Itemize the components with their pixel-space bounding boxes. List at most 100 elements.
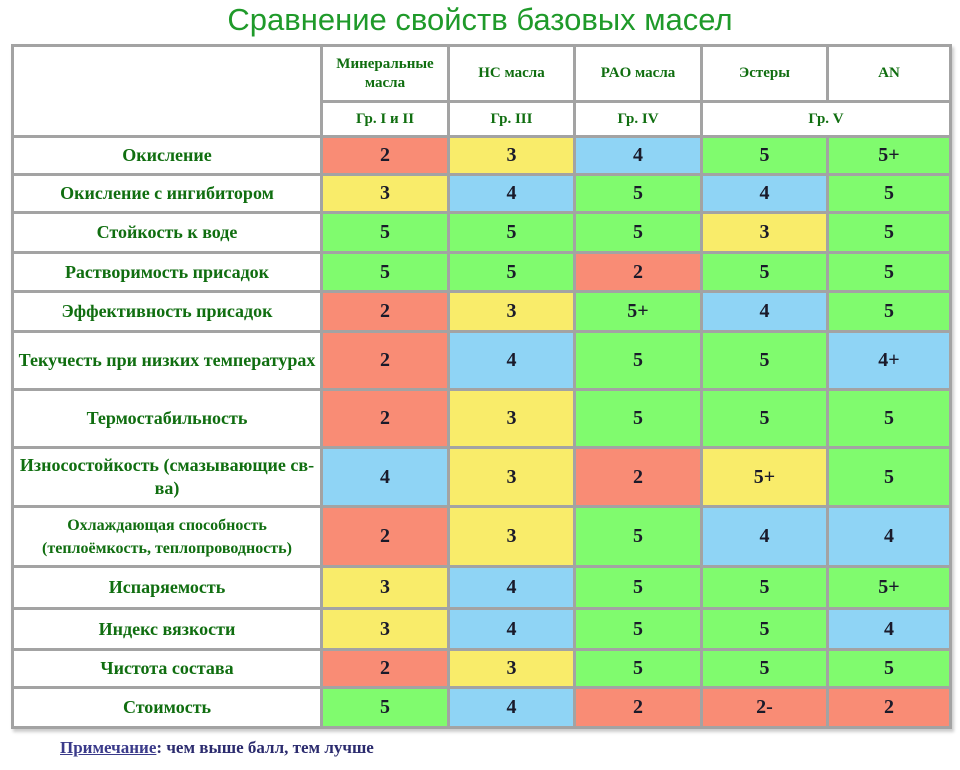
score-cell: 3 [320,565,450,610]
score-cell: 5 [573,648,703,689]
row-label: Износостойкость (смазывающие св-ва) [11,446,323,508]
score-cell: 3 [447,648,576,689]
score-cell: 5 [826,251,952,293]
score-cell: 4 [700,505,829,568]
score-cell: 4+ [826,330,952,391]
score-cell: 5 [573,607,703,651]
score-cell: 2 [320,505,450,568]
score-cell: 3 [447,290,576,333]
footnote: Примечание: чем выше балл, тем лучше [60,738,374,758]
table-row: Стоимость 5 4 2 2- 2 [11,686,952,729]
comparison-table: Минеральные масла НС масла PAO масла Эст… [11,44,952,729]
score-cell: 5 [700,135,829,176]
score-cell: 5 [700,251,829,293]
table-row: Чистота состава 2 3 5 5 5 [11,648,952,689]
row-label: Окисление [11,135,323,176]
group-header: Гр. V [700,100,952,138]
row-label: Испаряемость [11,565,323,610]
table-row: Окисление 2 3 4 5 5+ [11,135,952,176]
row-label: Стойкость к воде [11,211,323,254]
group-header: Гр. I и II [320,100,450,138]
score-cell: 2 [320,648,450,689]
score-cell: 4 [447,565,576,610]
score-cell: 3 [447,505,576,568]
score-cell: 5 [826,446,952,508]
score-cell: 5 [573,565,703,610]
column-header: Эстеры [700,44,829,103]
table-row: Эффективность присадок 2 3 5+ 4 5 [11,290,952,333]
score-cell: 2 [573,686,703,729]
score-cell: 5 [826,648,952,689]
score-cell: 4 [447,173,576,214]
score-cell: 2 [320,388,450,449]
score-cell: 4 [826,607,952,651]
table-row: Окисление с ингибитором 3 4 5 4 5 [11,173,952,214]
corner-cell [11,44,323,138]
page-title: Сравнение свойств базовых масел [227,2,733,37]
score-cell: 5 [700,330,829,391]
column-header: PAO масла [573,44,703,103]
score-cell: 5+ [573,290,703,333]
score-cell: 3 [447,135,576,176]
table-row: Термостабильность 2 3 5 5 5 [11,388,952,449]
score-cell: 2 [573,251,703,293]
score-cell: 4 [447,330,576,391]
score-cell: 2 [320,290,450,333]
score-cell: 5 [826,388,952,449]
row-label: Текучесть при низких температурах [11,330,323,391]
score-cell: 5 [320,251,450,293]
table-row: Износостойкость (смазывающие св-ва) 4 3 2 5+… [11,446,952,508]
table-row: Текучесть при низких температурах 2 4 5 5 4+ [11,330,952,391]
note-label: Примечание [60,738,157,757]
group-header: Гр. III [447,100,576,138]
score-cell: 3 [700,211,829,254]
score-cell: 2- [700,686,829,729]
score-cell: 3 [447,446,576,508]
row-label: Окисление с ингибитором [11,173,323,214]
row-label: Эффективность присадок [11,290,323,333]
note-text: : чем выше балл, тем лучше [156,738,374,757]
score-cell: 4 [573,135,703,176]
score-cell: 3 [447,388,576,449]
row-label: Индекс вязкости [11,607,323,651]
score-cell: 2 [573,446,703,508]
score-cell: 5 [826,290,952,333]
row-label: Охлаждающая способность (теплоёмкость, т… [11,505,323,568]
table-row: Стойкость к воде 5 5 5 3 5 [11,211,952,254]
score-cell: 4 [826,505,952,568]
score-cell: 5 [447,251,576,293]
score-cell: 4 [447,686,576,729]
table-row: Охлаждающая способность (теплоёмкость, т… [11,505,952,568]
score-cell: 5 [700,648,829,689]
score-cell: 5 [320,211,450,254]
score-cell: 2 [320,330,450,391]
score-cell: 5 [826,173,952,214]
score-cell: 4 [447,607,576,651]
score-cell: 3 [320,173,450,214]
score-cell: 4 [700,290,829,333]
score-cell: 3 [320,607,450,651]
row-label: Чистота состава [11,648,323,689]
table-row: Испаряемость 3 4 5 5 5+ [11,565,952,610]
score-cell: 5 [700,388,829,449]
group-row: Гр. I и II Гр. III Гр. IV Гр. V [13,100,952,138]
score-cell: 5 [573,173,703,214]
score-cell: 4 [700,173,829,214]
score-cell: 5 [573,505,703,568]
row-label: Растворимость присадок [11,251,323,293]
column-header: Минеральные масла [320,44,450,103]
score-cell: 5+ [826,565,952,610]
score-cell: 5 [573,211,703,254]
group-header: Гр. IV [573,100,703,138]
column-header: НС масла [447,44,576,103]
score-cell: 2 [826,686,952,729]
row-label: Термостабильность [11,388,323,449]
score-cell: 5 [700,565,829,610]
score-cell: 5 [573,330,703,391]
score-cell: 5 [573,388,703,449]
score-cell: 5 [826,211,952,254]
score-cell: 2 [320,135,450,176]
column-header: AN [826,44,952,103]
score-cell: 5+ [826,135,952,176]
table-row: Растворимость присадок 5 5 2 5 5 [11,251,952,293]
